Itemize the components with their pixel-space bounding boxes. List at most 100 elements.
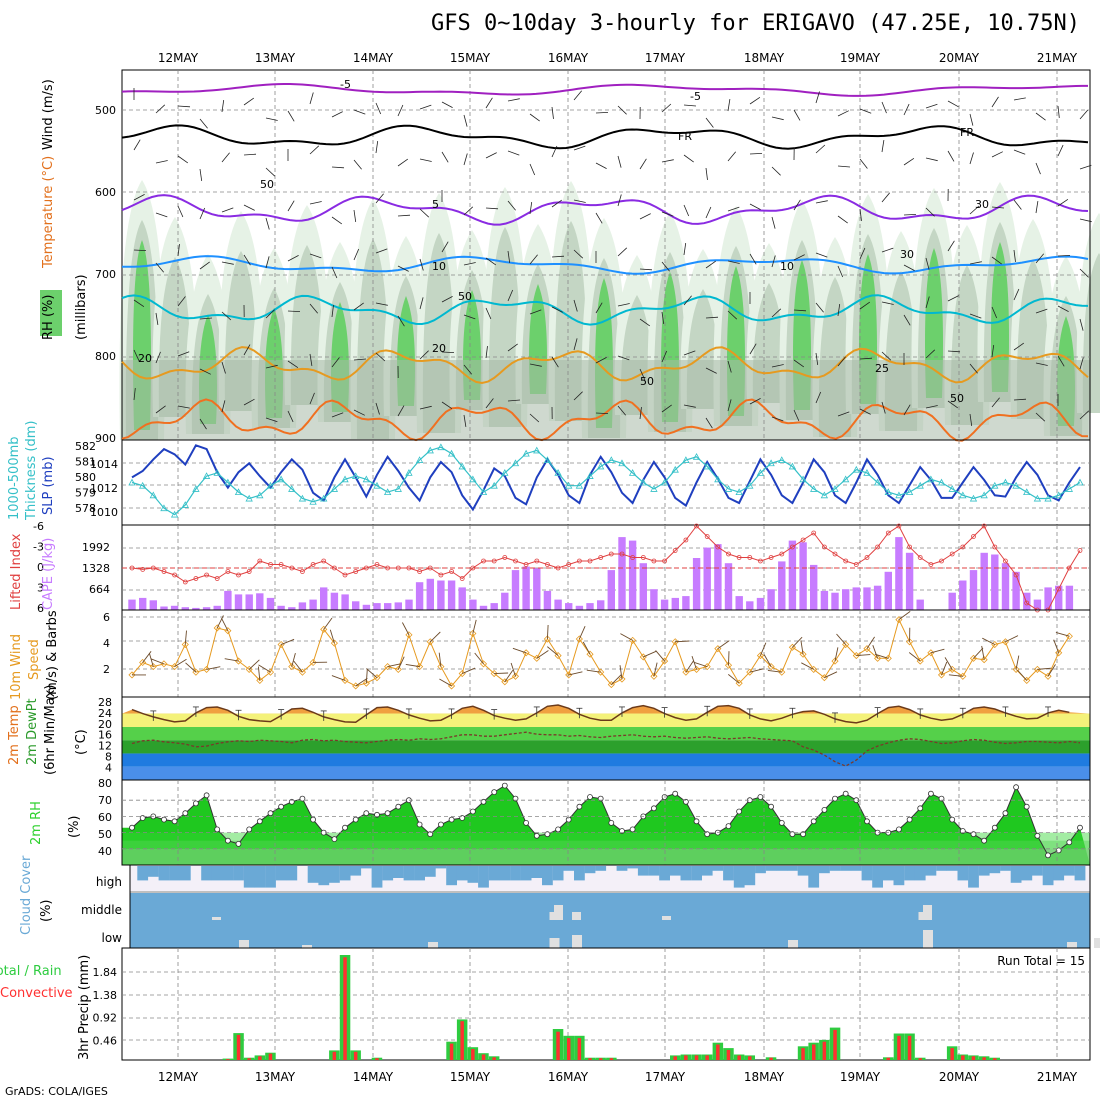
date-bottom-label: 17MAY (645, 1070, 686, 1084)
wind-barb-10m (792, 636, 803, 648)
cape-bar (682, 596, 690, 610)
wind-barb (705, 117, 714, 128)
rh-point (342, 824, 348, 831)
contour-label: FR (960, 126, 974, 139)
wind-barb (705, 316, 719, 319)
thickness-y-tick: 579 (75, 487, 96, 500)
wind-barb-10m (397, 656, 405, 670)
wind-barb (573, 199, 586, 203)
wind-barb (639, 213, 651, 220)
wind-barb-10m (836, 633, 847, 645)
rh-point (501, 782, 508, 789)
cloud-low-bar (428, 942, 438, 948)
wind-speed-point (330, 639, 338, 647)
cape-bar (852, 587, 860, 610)
wind-barb (155, 405, 166, 414)
wind-barb (881, 140, 885, 153)
wind-barb (991, 206, 1005, 209)
isotherm-15 (121, 294, 1089, 326)
wind-barb (705, 167, 708, 180)
wind-barb (903, 404, 911, 416)
rh-point (1013, 784, 1019, 791)
li-point (1013, 572, 1019, 578)
thickness-point (181, 501, 189, 508)
thickness-point (852, 465, 860, 473)
cape-bar (884, 571, 892, 610)
cape-bar (756, 597, 765, 610)
wind-barb-10m (834, 647, 839, 662)
wind-barb (595, 302, 603, 314)
cloud-high-bar (233, 866, 244, 881)
cape-bar (820, 590, 829, 610)
wind-barb (705, 206, 712, 219)
wind-barb (133, 299, 145, 308)
wind-barb (573, 299, 578, 312)
wind-barb (771, 364, 784, 368)
cloud-high-bar (776, 866, 788, 871)
precip-conv-bar (982, 1057, 986, 1060)
rh-point (991, 824, 998, 831)
rh-point (544, 831, 551, 838)
cape-bar (330, 592, 339, 610)
wind-barb (1057, 198, 1069, 207)
cloud-high-bar (147, 866, 159, 877)
cape-bar (575, 605, 584, 610)
cloud-high-bar (637, 866, 649, 876)
li-point (662, 558, 667, 564)
wind-speed-point (692, 665, 701, 673)
date-top-label: 19MAY (840, 51, 881, 65)
precip-axis-label: 3hr Precip (mm) (77, 955, 92, 1060)
wind-barb (749, 398, 761, 405)
cloud-high-bar (616, 866, 628, 871)
thickness-point (501, 469, 509, 476)
wind-barb (727, 260, 740, 264)
cape-bar (831, 592, 839, 610)
cloud-high-bar (914, 866, 926, 881)
li-point (758, 558, 763, 564)
rh-legend-swatch (40, 290, 62, 336)
panel-frame (121, 947, 1091, 1061)
wind-barb (309, 392, 315, 405)
wind-barb (375, 102, 382, 115)
cloud-high-bar (808, 866, 820, 888)
thickness-point (138, 481, 147, 489)
date-top-label: 16MAY (548, 51, 589, 65)
wind-barb (1013, 199, 1022, 210)
wind-barb (661, 350, 668, 363)
wind-barb-10m (216, 615, 224, 629)
wind-barb (771, 416, 784, 422)
cape-bar (895, 537, 903, 610)
wind-barb (331, 166, 345, 169)
cloud-high-bar (1074, 866, 1086, 881)
cloud-high-bar (201, 866, 212, 881)
rh-y-tick: 40 (98, 845, 112, 858)
cloud-high-bar (254, 866, 266, 888)
cape-bar (810, 564, 818, 610)
wind-barb (463, 206, 474, 216)
wind-barb (287, 255, 299, 262)
li-point (555, 565, 561, 571)
wind-barb-10m (174, 658, 187, 668)
thickness-point (405, 469, 413, 476)
cloud-high-bar (158, 866, 170, 881)
thickness-point (511, 459, 520, 467)
cape-bar (426, 578, 434, 610)
temp-y-tick: 28 (98, 696, 112, 709)
wind-barb-10m (760, 642, 767, 656)
cape-bar (639, 563, 647, 610)
cloud-high-bar (478, 866, 489, 888)
wind-barb (683, 104, 697, 107)
temp-y-tick: 12 (98, 740, 112, 753)
thickness-point (1001, 478, 1010, 486)
wind-barb (1079, 357, 1084, 370)
wind-barb (243, 398, 255, 406)
li-point (257, 558, 263, 564)
rh-point (533, 832, 540, 839)
rh-point (437, 821, 444, 828)
thickness-line (131, 446, 1081, 516)
wind-y-tick: 4 (103, 637, 110, 650)
precip-conv-bar (897, 1035, 901, 1060)
cloud-high-bar (733, 866, 745, 888)
wind-barb (221, 261, 234, 265)
